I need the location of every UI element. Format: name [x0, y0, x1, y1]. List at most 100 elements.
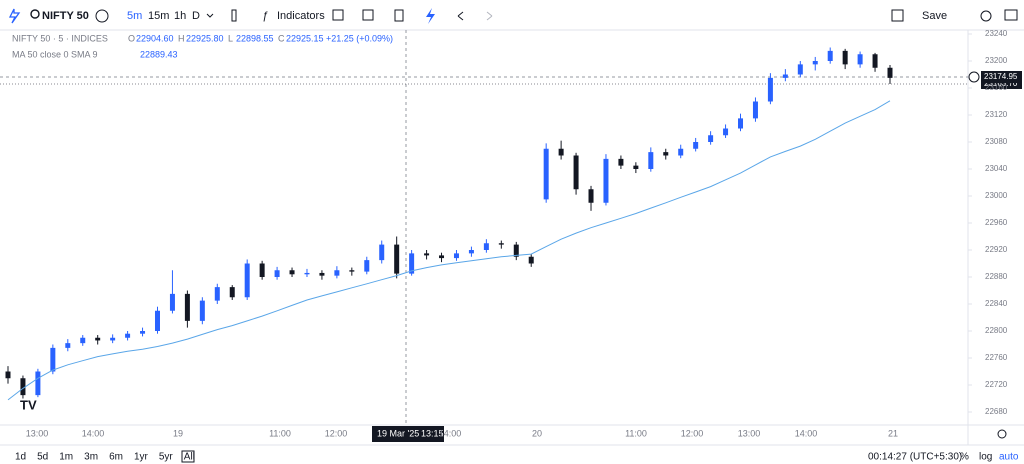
crosshair-label-bg: [372, 426, 444, 442]
alert-icon[interactable]: [362, 9, 374, 21]
candle-body: [125, 333, 131, 338]
candle-body: [618, 158, 624, 166]
candle-body: [50, 347, 56, 372]
interval[interactable]: 5m: [127, 10, 142, 22]
time-label: 11:00: [625, 428, 647, 438]
candle-body: [95, 337, 101, 341]
goto-date-icon[interactable]: [181, 450, 195, 463]
candle-body: [498, 243, 504, 245]
price-label: 22880: [985, 272, 1008, 281]
price-label: 22760: [985, 353, 1008, 362]
price-label: 22960: [985, 218, 1008, 227]
range-button[interactable]: 1yr: [134, 452, 149, 463]
price-label: 23240: [985, 29, 1008, 38]
undo-icon[interactable]: [457, 11, 464, 21]
candle-body: [693, 142, 699, 149]
interval[interactable]: 15m: [148, 10, 169, 22]
candle-body: [887, 67, 893, 78]
search-icon[interactable]: [30, 9, 40, 19]
range-button[interactable]: 5d: [37, 452, 48, 463]
price-tag-bg: [981, 71, 1022, 83]
candle-body: [319, 272, 325, 276]
candle-body: [259, 263, 265, 277]
redo-icon[interactable]: [486, 11, 493, 21]
candle-body: [424, 253, 430, 256]
candle-body: [184, 293, 190, 321]
ohlc-value: 22898.55: [236, 33, 274, 43]
ma-value: 22889.43: [140, 49, 178, 59]
price-label: 22680: [985, 407, 1008, 416]
price-tag: 23174.95: [984, 72, 1018, 81]
time-label: 12:00: [325, 428, 348, 438]
candle-body: [334, 270, 340, 276]
range-button[interactable]: All: [184, 452, 195, 463]
candle-body: [110, 337, 116, 341]
logo-icon[interactable]: [8, 8, 21, 24]
range-button[interactable]: 6m: [109, 452, 123, 463]
candle-body: [289, 270, 295, 275]
range-button[interactable]: 1m: [59, 452, 73, 463]
time-label: 20: [532, 428, 542, 438]
candle-body: [379, 244, 385, 261]
layout-icon[interactable]: [891, 9, 904, 22]
ma-title: MA 50 close 0 SMA 9: [12, 49, 98, 59]
interval[interactable]: D: [192, 10, 200, 22]
candle-body: [648, 152, 654, 169]
range-button[interactable]: 3m: [84, 452, 98, 463]
range-button[interactable]: 5yr: [159, 452, 174, 463]
price-label: 23000: [985, 191, 1008, 200]
time-label: 14:00: [82, 428, 105, 438]
settings-icon[interactable]: [980, 10, 992, 22]
candle-body: [364, 260, 370, 272]
price-label: 23080: [985, 137, 1008, 146]
dropdown-icon[interactable]: [206, 13, 214, 18]
fx-icon[interactable]: ƒ: [262, 10, 268, 22]
footer-option[interactable]: %: [960, 452, 969, 463]
candle-body: [782, 74, 788, 78]
replay-icon[interactable]: [426, 8, 435, 24]
candle-body: [857, 54, 863, 65]
candle-body: [199, 300, 205, 321]
ohlc-letter: C: [278, 33, 285, 43]
candle-body: [678, 148, 684, 156]
range-button[interactable]: 1d: [15, 452, 26, 463]
candle-body: [65, 343, 71, 348]
candle-body: [633, 165, 639, 169]
indicators-button[interactable]: Indicators: [277, 10, 325, 22]
candle-body: [543, 148, 549, 200]
candle-body: [842, 50, 848, 65]
chart-type-icon[interactable]: [231, 9, 237, 22]
ohlc-value: 22925.15: [286, 33, 324, 43]
candle-body: [80, 337, 86, 344]
footer-option[interactable]: log: [979, 452, 992, 463]
candle-body: [528, 256, 534, 264]
compare-icon[interactable]: [95, 9, 109, 23]
candle-body: [573, 155, 579, 190]
time-label: 14:00: [439, 428, 462, 438]
snapshot-icon[interactable]: [1004, 9, 1018, 21]
ohlc-value: 22904.60: [136, 33, 174, 43]
candle-body: [140, 331, 146, 334]
crosshair-date: 19 Mar '25: [377, 428, 419, 438]
trash-icon[interactable]: [394, 9, 404, 22]
candle-body: [603, 158, 609, 203]
candle-body: [304, 272, 310, 275]
candle-body: [394, 244, 400, 274]
crosshair-time: 13:15: [421, 428, 444, 438]
candle-body: [20, 378, 26, 396]
interval[interactable]: 1h: [174, 10, 186, 22]
candle-body: [588, 189, 594, 203]
axis-settings-icon[interactable]: [997, 429, 1007, 439]
templates-icon[interactable]: [332, 9, 344, 21]
add-alert-icon[interactable]: [968, 71, 980, 83]
candle-body: [827, 50, 833, 61]
candle-body: [468, 250, 474, 254]
footer-option[interactable]: auto: [999, 452, 1019, 463]
price-label: 23040: [985, 164, 1008, 173]
symbol[interactable]: NIFTY 50: [42, 10, 89, 22]
save-button[interactable]: Save: [922, 10, 947, 22]
candle-body: [169, 293, 175, 311]
time-label: 21: [888, 428, 898, 438]
time-label: 14:00: [795, 428, 818, 438]
